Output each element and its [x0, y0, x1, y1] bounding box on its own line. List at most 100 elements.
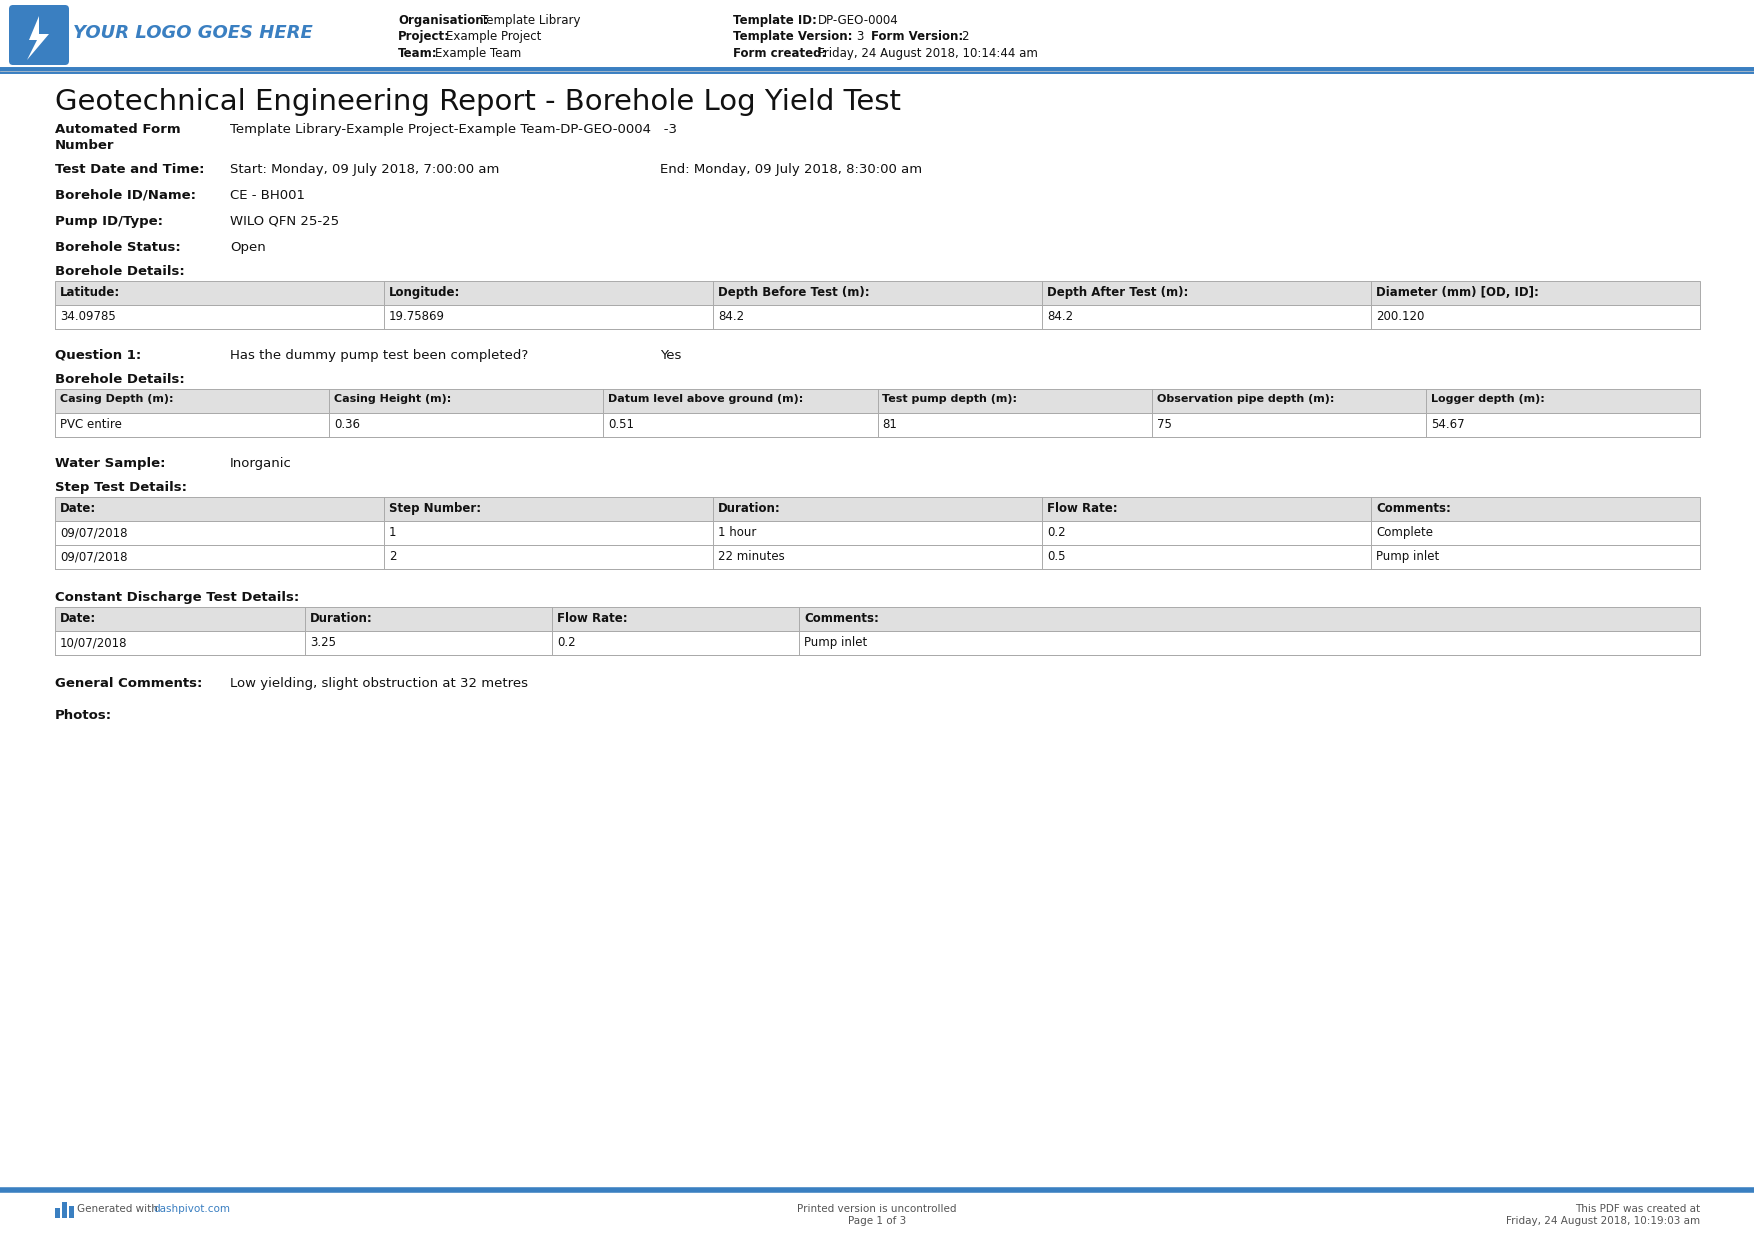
Text: Friday, 24 August 2018, 10:14:44 am: Friday, 24 August 2018, 10:14:44 am: [817, 47, 1038, 60]
Text: 3.25: 3.25: [310, 636, 337, 649]
Bar: [54, 608, 1700, 631]
Text: Start: Monday, 09 July 2018, 7:00:00 am: Start: Monday, 09 July 2018, 7:00:00 am: [230, 162, 500, 176]
Text: Step Number:: Step Number:: [389, 502, 481, 515]
Text: 0.2: 0.2: [1047, 526, 1066, 539]
Text: 2: 2: [389, 551, 396, 563]
Text: 54.67: 54.67: [1431, 418, 1465, 432]
Text: 84.2: 84.2: [1047, 310, 1073, 322]
Text: Example Project: Example Project: [446, 30, 542, 43]
Text: Template Library-Example Project-Example Team-DP-GEO-0004   -3: Template Library-Example Project-Example…: [230, 123, 677, 136]
Text: Constant Discharge Test Details:: Constant Discharge Test Details:: [54, 591, 300, 604]
Text: Template Version:: Template Version:: [733, 30, 852, 43]
Text: Test pump depth (m):: Test pump depth (m):: [882, 394, 1017, 404]
Text: 3: 3: [856, 30, 863, 43]
Text: Template ID:: Template ID:: [733, 14, 817, 27]
Text: YOUR LOGO GOES HERE: YOUR LOGO GOES HERE: [74, 24, 312, 42]
Text: Flow Rate:: Flow Rate:: [1047, 502, 1117, 515]
Text: Longitude:: Longitude:: [389, 286, 460, 299]
Text: Comments:: Comments:: [1375, 502, 1451, 515]
Bar: [54, 1208, 60, 1218]
Text: Casing Height (m):: Casing Height (m):: [335, 394, 451, 404]
Text: Pump inlet: Pump inlet: [803, 636, 866, 649]
Text: Date:: Date:: [60, 613, 96, 625]
Bar: [54, 497, 1700, 521]
Text: Question 1:: Question 1:: [54, 348, 142, 362]
Text: Template Library: Template Library: [481, 14, 581, 27]
Text: Example Team: Example Team: [435, 47, 521, 60]
Text: Water Sample:: Water Sample:: [54, 458, 165, 470]
Text: Depth After Test (m):: Depth After Test (m):: [1047, 286, 1189, 299]
Text: Yes: Yes: [660, 348, 681, 362]
Bar: [68, 1207, 74, 1218]
Text: WILO QFN 25-25: WILO QFN 25-25: [230, 215, 339, 228]
Text: Photos:: Photos:: [54, 709, 112, 722]
Text: Friday, 24 August 2018, 10:19:03 am: Friday, 24 August 2018, 10:19:03 am: [1507, 1216, 1700, 1226]
Text: Geotechnical Engineering Report - Borehole Log Yield Test: Geotechnical Engineering Report - Boreho…: [54, 88, 902, 117]
Text: 200.120: 200.120: [1375, 310, 1424, 322]
Bar: [54, 413, 1700, 436]
Text: DP-GEO-0004: DP-GEO-0004: [817, 14, 898, 27]
Bar: [54, 389, 1700, 413]
Text: 22 minutes: 22 minutes: [717, 551, 784, 563]
Text: Borehole Details:: Borehole Details:: [54, 373, 184, 386]
Text: 0.2: 0.2: [558, 636, 575, 649]
Text: 34.09785: 34.09785: [60, 310, 116, 322]
Text: Borehole Status:: Borehole Status:: [54, 241, 181, 254]
Text: 09/07/2018: 09/07/2018: [60, 526, 128, 539]
Bar: [54, 631, 1700, 655]
Text: 2: 2: [961, 30, 968, 43]
Text: 0.51: 0.51: [609, 418, 635, 432]
Text: Project:: Project:: [398, 30, 451, 43]
Text: dashpivot.com: dashpivot.com: [153, 1204, 230, 1214]
Text: Duration:: Duration:: [717, 502, 781, 515]
Text: Borehole Details:: Borehole Details:: [54, 265, 184, 278]
Text: This PDF was created at: This PDF was created at: [1575, 1204, 1700, 1214]
Text: Open: Open: [230, 241, 267, 254]
Text: 0.36: 0.36: [335, 418, 360, 432]
Text: Inorganic: Inorganic: [230, 458, 291, 470]
Text: 81: 81: [882, 418, 898, 432]
Text: Duration:: Duration:: [310, 613, 374, 625]
Text: Comments:: Comments:: [803, 613, 879, 625]
Bar: [54, 521, 1700, 546]
Text: 1 hour: 1 hour: [717, 526, 756, 539]
Text: End: Monday, 09 July 2018, 8:30:00 am: End: Monday, 09 July 2018, 8:30:00 am: [660, 162, 923, 176]
Bar: [54, 546, 1700, 569]
Text: Number: Number: [54, 139, 114, 153]
Text: 75: 75: [1156, 418, 1172, 432]
Text: Organisation:: Organisation:: [398, 14, 489, 27]
Text: Depth Before Test (m):: Depth Before Test (m):: [717, 286, 870, 299]
Text: Logger depth (m):: Logger depth (m):: [1431, 394, 1545, 404]
Text: Observation pipe depth (m):: Observation pipe depth (m):: [1156, 394, 1335, 404]
Text: Step Test Details:: Step Test Details:: [54, 481, 188, 494]
Text: 84.2: 84.2: [717, 310, 744, 322]
Text: Complete: Complete: [1375, 526, 1433, 539]
Text: Latitude:: Latitude:: [60, 286, 121, 299]
Text: Flow Rate:: Flow Rate:: [558, 613, 628, 625]
Polygon shape: [26, 16, 49, 60]
Text: Pump ID/Type:: Pump ID/Type:: [54, 215, 163, 228]
Text: CE - BH001: CE - BH001: [230, 188, 305, 202]
Text: 1: 1: [389, 526, 396, 539]
Text: Form Version:: Form Version:: [872, 30, 963, 43]
Text: 0.5: 0.5: [1047, 551, 1065, 563]
Text: Date:: Date:: [60, 502, 96, 515]
Text: Pump inlet: Pump inlet: [1375, 551, 1440, 563]
Text: Low yielding, slight obstruction at 32 metres: Low yielding, slight obstruction at 32 m…: [230, 677, 528, 689]
Text: Automated Form: Automated Form: [54, 123, 181, 136]
Text: Diameter (mm) [OD, ID]:: Diameter (mm) [OD, ID]:: [1375, 286, 1538, 299]
Text: Form created:: Form created:: [733, 47, 826, 60]
FancyBboxPatch shape: [9, 5, 68, 64]
Text: Test Date and Time:: Test Date and Time:: [54, 162, 205, 176]
Text: Team:: Team:: [398, 47, 438, 60]
Bar: [54, 281, 1700, 305]
Text: 09/07/2018: 09/07/2018: [60, 551, 128, 563]
Text: Page 1 of 3: Page 1 of 3: [847, 1216, 907, 1226]
Text: PVC entire: PVC entire: [60, 418, 121, 432]
Text: 19.75869: 19.75869: [389, 310, 446, 322]
Bar: [54, 305, 1700, 329]
Text: Datum level above ground (m):: Datum level above ground (m):: [609, 394, 803, 404]
Text: General Comments:: General Comments:: [54, 677, 202, 689]
Text: Printed version is uncontrolled: Printed version is uncontrolled: [798, 1204, 956, 1214]
Text: Generated with: Generated with: [77, 1204, 161, 1214]
